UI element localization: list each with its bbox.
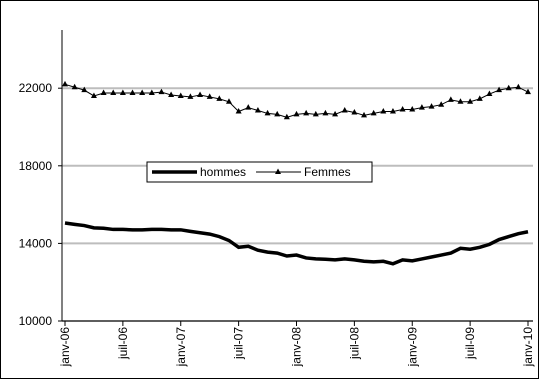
point-marker bbox=[245, 104, 252, 110]
point-marker bbox=[148, 89, 155, 96]
point-marker bbox=[361, 111, 368, 118]
point-marker bbox=[62, 80, 68, 87]
point-marker bbox=[505, 84, 512, 91]
point-marker bbox=[418, 104, 425, 110]
point-marker bbox=[341, 107, 348, 113]
point-marker bbox=[110, 89, 117, 96]
series-line bbox=[64, 221, 529, 266]
point-marker bbox=[216, 95, 223, 101]
x-tick-label: juil-09 bbox=[463, 327, 477, 360]
point-marker bbox=[100, 89, 107, 96]
point-marker bbox=[139, 89, 146, 96]
y-tick-label: 14000 bbox=[19, 236, 53, 250]
legend-marker bbox=[275, 168, 282, 174]
point-marker bbox=[457, 98, 464, 104]
y-tick-label: 10000 bbox=[19, 314, 53, 328]
point-marker bbox=[71, 83, 78, 90]
point-marker bbox=[168, 91, 175, 97]
point-marker bbox=[293, 110, 300, 117]
point-marker bbox=[351, 108, 358, 115]
x-tick-label: janv-10 bbox=[521, 327, 535, 368]
point-marker bbox=[177, 92, 184, 98]
point-marker bbox=[332, 110, 339, 117]
legend-label: Femmes bbox=[304, 165, 351, 179]
point-marker bbox=[264, 109, 271, 116]
x-tick-label: juil-07 bbox=[232, 327, 246, 360]
point-marker bbox=[496, 86, 503, 93]
y-tick-label: 18000 bbox=[19, 159, 53, 173]
point-marker bbox=[303, 109, 310, 116]
point-marker bbox=[380, 107, 387, 114]
x-tick-label: janv-09 bbox=[405, 327, 419, 368]
point-marker bbox=[129, 89, 136, 96]
point-marker bbox=[312, 110, 319, 117]
point-marker bbox=[370, 109, 377, 116]
point-marker bbox=[274, 110, 281, 117]
point-marker bbox=[187, 93, 194, 99]
x-tick-label: janv-07 bbox=[174, 327, 188, 368]
point-marker bbox=[254, 107, 261, 113]
x-tick-label: juil-08 bbox=[347, 327, 361, 360]
point-marker bbox=[81, 86, 88, 93]
point-marker bbox=[119, 89, 126, 96]
point-marker bbox=[90, 92, 97, 98]
point-marker bbox=[515, 83, 522, 90]
point-marker bbox=[438, 101, 445, 107]
y-tick-label: 22000 bbox=[19, 81, 53, 95]
point-marker bbox=[235, 107, 242, 114]
point-marker bbox=[322, 109, 329, 116]
point-marker bbox=[486, 90, 493, 97]
point-marker bbox=[206, 93, 213, 99]
point-marker bbox=[283, 113, 290, 120]
point-marker bbox=[197, 91, 204, 97]
point-marker bbox=[525, 88, 531, 95]
x-tick-label: janv-08 bbox=[290, 327, 304, 368]
point-marker bbox=[389, 107, 396, 114]
point-marker bbox=[447, 96, 454, 102]
x-tick-label: juil-06 bbox=[116, 327, 130, 360]
point-marker bbox=[399, 106, 406, 112]
x-tick-label: janv-06 bbox=[58, 327, 72, 368]
point-marker bbox=[409, 106, 416, 112]
point-marker bbox=[225, 98, 232, 104]
point-marker bbox=[467, 98, 474, 104]
point-marker bbox=[158, 88, 165, 95]
point-marker bbox=[428, 103, 435, 109]
legend-label: hommes bbox=[200, 165, 246, 179]
point-marker bbox=[476, 95, 483, 101]
